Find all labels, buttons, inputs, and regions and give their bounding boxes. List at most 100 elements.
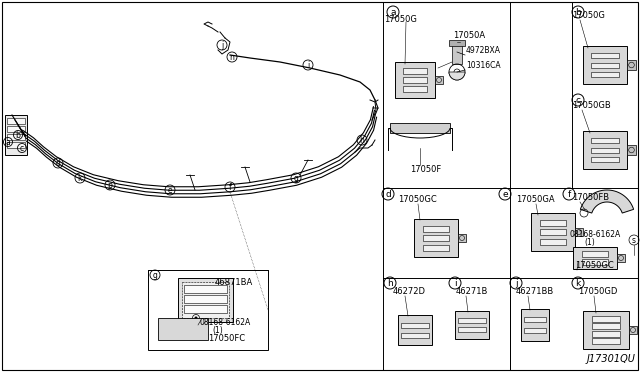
Bar: [184, 285, 227, 293]
Text: c: c: [20, 144, 24, 153]
Text: 17050FC: 17050FC: [208, 334, 245, 343]
Text: n: n: [230, 53, 234, 62]
Bar: [627, 145, 636, 155]
Text: j: j: [221, 41, 223, 50]
Text: 17050GD: 17050GD: [578, 287, 618, 296]
Text: 10316CA: 10316CA: [466, 61, 500, 70]
Bar: [575, 228, 583, 236]
Bar: [521, 309, 549, 341]
Bar: [5, 115, 27, 155]
Text: b: b: [15, 131, 20, 140]
Bar: [629, 326, 637, 334]
Bar: [148, 270, 268, 350]
Bar: [403, 86, 427, 92]
Bar: [398, 315, 432, 345]
Text: (1): (1): [212, 326, 223, 335]
Text: 46272D: 46272D: [393, 287, 426, 296]
Text: d: d: [385, 190, 391, 199]
Text: 08168-6162A: 08168-6162A: [570, 230, 621, 239]
Bar: [582, 259, 608, 264]
Text: e: e: [502, 190, 508, 199]
Bar: [583, 311, 629, 349]
Bar: [592, 315, 620, 322]
Text: 46271B: 46271B: [456, 287, 488, 296]
Bar: [531, 213, 575, 251]
Bar: [582, 251, 608, 257]
Bar: [401, 333, 429, 337]
Text: i: i: [454, 279, 456, 288]
FancyArrow shape: [390, 123, 450, 133]
Bar: [395, 62, 435, 98]
Bar: [458, 318, 486, 323]
Text: g: g: [152, 271, 157, 280]
Text: 17050GB: 17050GB: [572, 101, 611, 110]
Bar: [7, 142, 25, 148]
Text: 08168-6162A: 08168-6162A: [200, 318, 252, 327]
Bar: [178, 278, 233, 322]
Bar: [627, 60, 636, 70]
Bar: [540, 238, 566, 244]
Bar: [403, 68, 427, 74]
Bar: [583, 131, 627, 169]
Text: 4972BXA: 4972BXA: [466, 46, 501, 55]
Text: s: s: [632, 236, 636, 245]
Bar: [591, 138, 620, 143]
Bar: [591, 157, 620, 162]
Bar: [583, 46, 627, 84]
Text: a: a: [6, 138, 10, 147]
Text: (1): (1): [584, 238, 595, 247]
Text: p: p: [108, 181, 113, 190]
Text: h: h: [387, 279, 393, 288]
Bar: [423, 225, 449, 231]
Bar: [592, 323, 620, 329]
Text: 17050GC: 17050GC: [575, 261, 614, 270]
Text: e: e: [168, 186, 172, 195]
Text: b: b: [575, 8, 581, 17]
Wedge shape: [449, 72, 465, 80]
Bar: [452, 42, 462, 64]
Text: h: h: [360, 136, 364, 145]
Text: i: i: [307, 61, 309, 70]
Bar: [401, 323, 429, 327]
Bar: [423, 235, 449, 241]
Bar: [7, 126, 25, 132]
Text: 46271BB: 46271BB: [516, 287, 554, 296]
Text: j: j: [515, 279, 517, 288]
Text: g: g: [294, 174, 298, 183]
Bar: [414, 219, 458, 257]
Text: a: a: [390, 8, 396, 17]
Bar: [573, 247, 617, 269]
Text: f: f: [228, 183, 232, 192]
Bar: [184, 305, 227, 313]
Bar: [592, 331, 620, 337]
Bar: [435, 76, 443, 84]
Polygon shape: [580, 190, 634, 213]
Text: J17301QU: J17301QU: [586, 354, 635, 364]
Bar: [182, 282, 229, 318]
Bar: [591, 53, 620, 58]
Bar: [592, 339, 620, 344]
Text: 17050G: 17050G: [572, 11, 605, 20]
Text: 17050G: 17050G: [384, 15, 417, 24]
Bar: [540, 219, 566, 225]
Text: 17050A: 17050A: [453, 31, 485, 40]
Text: 17050GA: 17050GA: [516, 195, 555, 204]
Circle shape: [195, 317, 198, 320]
Bar: [524, 317, 546, 322]
Bar: [617, 254, 625, 262]
Bar: [458, 327, 486, 332]
Text: k: k: [575, 279, 580, 288]
Bar: [7, 118, 25, 124]
Bar: [7, 134, 25, 140]
Text: 46871BA: 46871BA: [215, 278, 253, 287]
Text: 17050GC: 17050GC: [398, 195, 436, 204]
Bar: [591, 62, 620, 67]
Bar: [524, 328, 546, 333]
Bar: [455, 311, 489, 339]
Bar: [158, 318, 208, 340]
Text: d: d: [56, 159, 60, 168]
Text: f: f: [568, 190, 571, 199]
Bar: [403, 77, 427, 83]
Bar: [423, 244, 449, 250]
Bar: [458, 234, 466, 242]
